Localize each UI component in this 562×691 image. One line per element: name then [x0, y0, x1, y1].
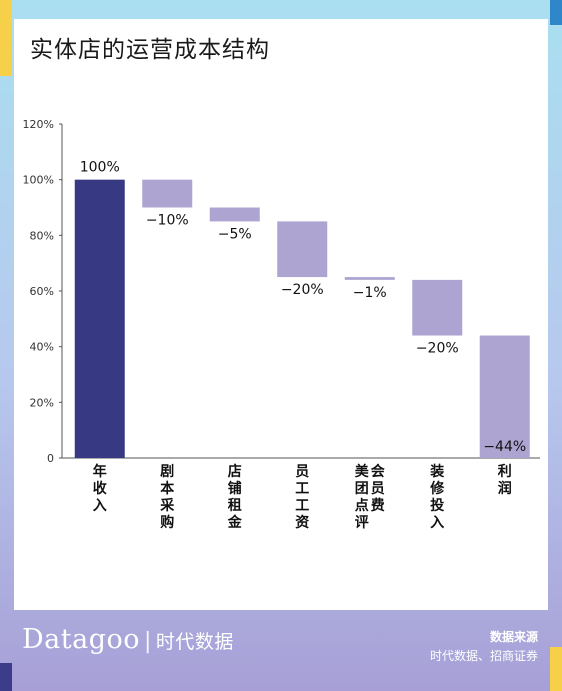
- data-label: −44%: [483, 439, 526, 455]
- y-tick-label: 120%: [23, 118, 54, 131]
- x-category-char: 剧: [160, 464, 174, 480]
- data-label: −10%: [146, 213, 189, 229]
- x-category-char: 修: [429, 480, 445, 497]
- corner-accent-bottom-right: [550, 647, 562, 691]
- data-label: 100%: [80, 160, 120, 176]
- bar-3: [209, 207, 260, 222]
- x-category-char: 员: [295, 464, 309, 480]
- corner-accent-top-right: [550, 0, 562, 25]
- brand-name: Datagoo: [22, 624, 140, 655]
- source-label: 数据来源: [489, 630, 538, 644]
- brand-cn-name: 时代数据: [155, 631, 234, 653]
- y-tick-label: 40%: [30, 341, 54, 354]
- x-category-char: 团: [355, 481, 369, 497]
- x-category-char: 润: [498, 480, 512, 497]
- x-category-char: 店: [228, 463, 242, 480]
- x-category-char: 采: [159, 497, 175, 514]
- x-category-char: 入: [93, 498, 107, 514]
- source-text: 时代数据、招商证券: [429, 649, 538, 663]
- y-tick-label: 0: [47, 452, 54, 465]
- data-label: −5%: [218, 226, 252, 242]
- data-label: −20%: [416, 341, 459, 357]
- x-category-char: 工: [295, 481, 309, 497]
- corner-accent-bottom-left: [0, 663, 12, 691]
- y-tick-label: 80%: [30, 229, 54, 242]
- y-tick-label: 20%: [30, 396, 54, 409]
- data-label: −1%: [353, 285, 387, 301]
- x-category-char: 入: [430, 515, 444, 531]
- x-category-char: 租: [228, 497, 242, 514]
- bar-6: [412, 279, 463, 336]
- brand-logo: Datagoo | 时代数据: [22, 624, 234, 655]
- x-category-char: 员: [371, 481, 385, 497]
- bar-7: [479, 335, 530, 458]
- x-category-char: 本: [160, 480, 175, 497]
- data-label: −20%: [281, 282, 324, 298]
- bar-4: [277, 221, 328, 278]
- y-tick-label: 60%: [30, 285, 54, 298]
- x-category-char: 投: [430, 498, 444, 514]
- x-category-char: 评: [355, 515, 369, 531]
- x-category-char: 利: [498, 463, 512, 480]
- x-category-char: 金: [227, 514, 243, 531]
- x-category-char: 年: [93, 463, 107, 480]
- x-category-char: 会: [371, 463, 386, 480]
- corner-accent-top-left: [0, 0, 12, 76]
- y-tick-label: 100%: [23, 174, 54, 187]
- bar-5: [344, 277, 395, 280]
- x-category-char: 费: [371, 497, 385, 514]
- brand-separator: |: [144, 629, 152, 654]
- x-category-char: 铺: [228, 480, 242, 497]
- x-category-char: 美: [355, 463, 370, 480]
- chart-title: 实体店的运营成本结构: [30, 37, 270, 63]
- x-category-char: 点: [355, 497, 369, 514]
- x-category-label: 利润: [498, 463, 512, 497]
- bar-2: [142, 179, 193, 208]
- x-category-label: 年收入: [93, 463, 108, 514]
- x-category-char: 收: [93, 480, 108, 497]
- x-category-char: 装: [429, 463, 445, 480]
- x-category-char: 资: [295, 514, 309, 531]
- x-category-char: 工: [295, 498, 309, 514]
- bar-1: [74, 179, 125, 458]
- x-category-char: 购: [160, 514, 174, 531]
